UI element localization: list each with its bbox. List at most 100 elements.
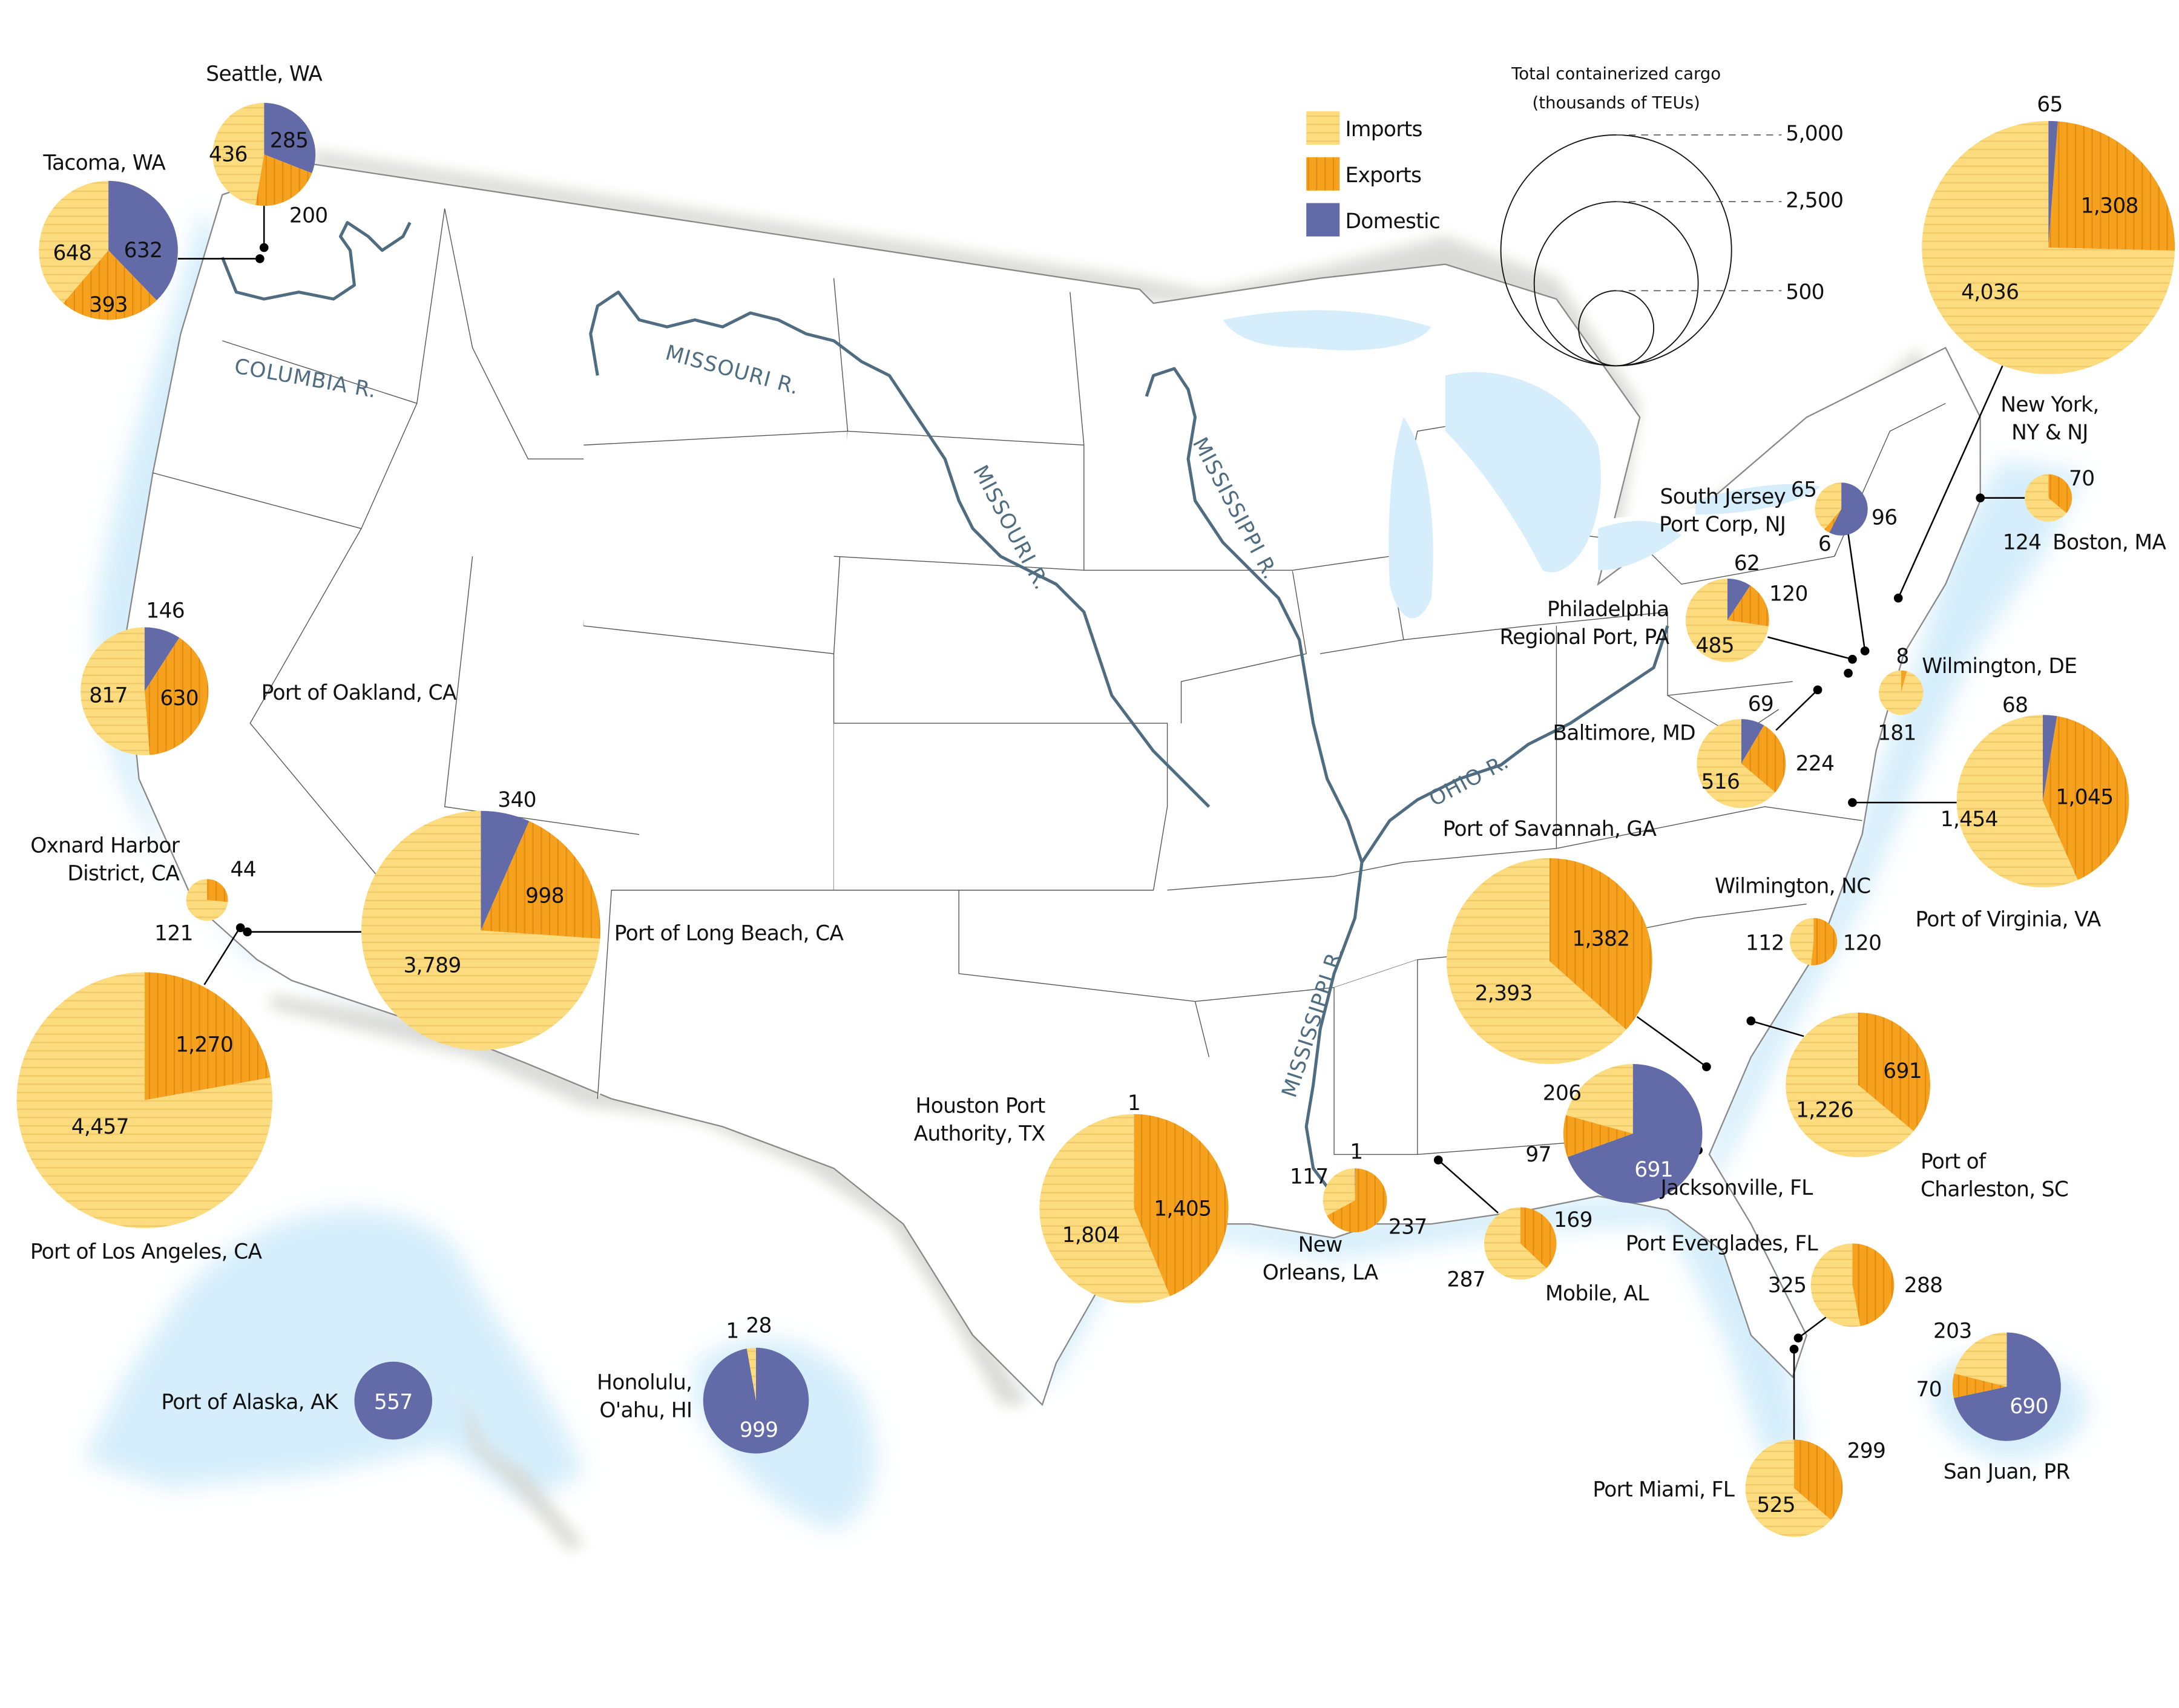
pie-value-label: 485 [1695,634,1734,658]
pie-slice-domestic [1953,1332,2061,1441]
pie-slice-exports [144,637,209,755]
pie-chart [81,627,209,755]
pie-slice-domestic [264,103,316,174]
port-name-label: Honolulu, [597,1371,692,1395]
pie-value-label: 28 [746,1314,771,1338]
leader-line [1438,1159,1499,1214]
pie-value-label: 120 [1843,931,1882,956]
legend-label-domestic: Domestic [1345,209,1440,234]
port-name-label: Mobile, AL [1545,1282,1649,1306]
pie-value-label: 1 [1128,1091,1140,1115]
pie-value-label: 691 [1883,1059,1922,1083]
port-southjersey: 65 96 6 South Jersey Port Corp, NJ [1659,478,1898,651]
pie-slice-imports [2025,474,2067,522]
pie-slice-domestic [703,1347,809,1454]
port-name-label: Philadelphia [1547,597,1669,622]
port-location-dot [1848,654,1857,664]
pie-value-label: 206 [1543,1082,1582,1106]
port-name-label: Boston, MA [2052,531,2166,555]
pie-chart [1447,858,1652,1065]
pie-slice-domestic [1727,578,1750,620]
pie-value-label: 1,405 [1154,1197,1211,1221]
leader-line [1750,1020,1804,1037]
port-name-label: Port of Savannah, GA [1443,817,1657,841]
legend-swatch-imports [1306,111,1340,145]
missouri-river [589,291,1211,808]
pie-chart [361,810,600,1051]
pie-value-label: 120 [1769,582,1808,606]
pie-slice-exports [1563,1115,1633,1157]
pie-slice-imports [1956,715,2078,888]
pie-value-label: 817 [89,683,128,708]
pie-chart [1956,715,2129,888]
pie-slice-exports [746,1348,756,1401]
port-oakland: 146 817 630 Port of Oakland, CA [81,599,458,755]
pie-value-label: 4,036 [1961,280,2019,304]
pie-slice-exports [1852,1243,1895,1327]
port-name-label: Seattle, WA [206,62,323,86]
pie-value-label: 70 [2069,467,2094,491]
pie-slice-imports [747,1347,756,1401]
port-location-dot [1433,1155,1443,1164]
pie-chart [16,972,272,1229]
pie-value-label: 1 [726,1319,738,1344]
pie-slice-imports [39,180,109,303]
pie-value-label: 299 [1847,1439,1886,1463]
port-name-label: Port of Oakland, CA [261,681,457,705]
port-losangeles: 1,270 4,457 Port of Los Angeles, CA [16,928,272,1264]
port-wilmingtonnc: 112 120 Wilmington, NC [1715,874,1882,965]
port-location-dot [1702,1062,1711,1071]
pie-slice-imports [1790,918,1814,965]
pie-value-label: 97 [1525,1143,1551,1167]
pie-slice-domestic [2048,120,2058,248]
pie-value-label: 200 [289,204,328,228]
pie-slice-imports [1815,482,1842,530]
pie-slice-imports [212,103,265,205]
port-name-label: Houston Port [916,1094,1045,1118]
pie-value-label: 998 [525,884,564,908]
pie-slice-imports [1922,120,2175,375]
legend-label-imports: Imports [1345,117,1422,142]
pie-slice-imports [1039,1114,1170,1304]
port-name-label: New [1298,1233,1343,1257]
pie-slice-domestic [1567,1064,1703,1203]
leader-line [1775,689,1818,731]
leader-line [1847,534,1866,651]
pie-value-label: 288 [1904,1273,1943,1298]
port-miami: 299 525 Port Miami, FL [1592,1344,1886,1537]
pie-slice-exports [1824,509,1842,533]
size-legend-subtitle: (thousands of TEUs) [1533,93,1700,113]
port-location-dot [1789,1344,1799,1354]
port-name-label: Orleans, LA [1263,1261,1379,1285]
port-name-label: O'ahu, HI [599,1399,692,1423]
pie-value-label: 1,226 [1796,1098,1853,1122]
leader-line [1798,1316,1827,1339]
port-seattle: 436 285 200 Seattle, WA [206,62,328,252]
pie-value-label: 6 [1818,532,1831,556]
pie-chart [2025,474,2072,522]
pie-slice-imports [186,879,228,921]
pie-value-label: 237 [1389,1215,1427,1239]
pie-slice-imports [361,810,600,1051]
pie-value-label: 121 [154,921,193,945]
pie-slice-domestic [1355,1168,1356,1201]
pie-slice-exports [1327,1168,1387,1233]
pie-value-label: 203 [1933,1319,1972,1344]
port-name-label: Regional Port, PA [1499,625,1669,649]
pie-value-label: 393 [89,293,128,317]
port-location-dot [255,254,265,263]
pie-chart [1922,120,2175,375]
pie-value-label: 1,382 [1572,927,1629,951]
port-name-label: NY & NJ [2011,421,2088,445]
port-wilmingtonde: 8 181 Wilmington, DE [1878,645,2077,745]
port-virginia: 68 1,045 1,454 Port of Virginia, VA [1848,694,2129,932]
port-name-label: Port Miami, FL [1592,1478,1734,1502]
leader-line [1636,1016,1707,1068]
port-name-label: District, CA [67,862,180,886]
pie-slice-domestic [481,810,530,931]
port-longbeach: 340 998 3,789 Port of Long Beach, CA [235,788,844,1051]
pie-slice-imports [1323,1168,1355,1216]
size-circle-500 [1578,290,1655,367]
pie-value-label: 630 [160,686,199,711]
pie-slice-exports [481,821,600,939]
